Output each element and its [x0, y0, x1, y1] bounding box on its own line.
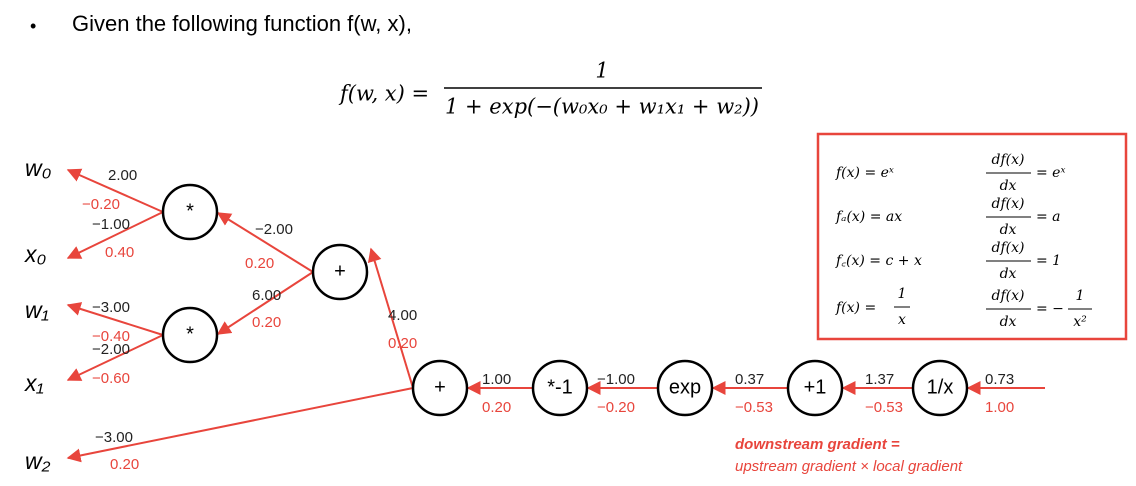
edges	[66, 168, 1045, 463]
derivative-num: df(x)	[992, 240, 1025, 256]
node-label: *	[186, 200, 194, 222]
gradient: 0.40	[105, 244, 134, 261]
derivative-rhs: = −	[1036, 301, 1064, 317]
derivative-num: df(x)	[992, 152, 1025, 168]
gradient: 0.20	[482, 399, 511, 416]
node	[911, 359, 969, 417]
derivative-den: dx	[1000, 314, 1017, 330]
node-label: 1/x	[927, 376, 954, 398]
nodes: * * + + *-1 exp +1 1/x	[161, 183, 969, 417]
node	[161, 183, 219, 241]
forward-value: 0.73	[985, 371, 1014, 388]
edge	[66, 387, 414, 463]
forward-value: 6.00	[252, 287, 281, 304]
node	[656, 359, 714, 417]
node	[531, 359, 589, 417]
input-label: x₀	[24, 241, 47, 267]
derivative-den: dx	[1000, 178, 1017, 194]
derivative-num: df(x)	[992, 196, 1025, 212]
input-label: w₀	[25, 155, 52, 181]
input-label: w₂	[25, 448, 51, 474]
forward-value: −3.00	[95, 429, 133, 446]
gradient: −0.53	[735, 399, 773, 416]
node-label: +	[334, 260, 346, 282]
forward-value: 2.00	[108, 167, 137, 184]
node	[161, 306, 219, 364]
edge	[66, 168, 164, 213]
node-label: *-1	[547, 376, 573, 398]
forward-value: −2.00	[92, 341, 130, 358]
gradient: 0.20	[245, 255, 274, 272]
derivative-lhs: f(x) = eˣ	[835, 165, 894, 181]
gradient: −0.40	[92, 328, 130, 345]
formula-denominator: 1 + exp(−(w₀x₀ + w₁x₁ + w₂))	[445, 95, 759, 119]
derivative-box: f(x) = eˣ df(x) dx = eˣ fₐ(x) = ax df(x)…	[816, 132, 1128, 341]
derivative-lhs: f(x) =	[835, 300, 876, 316]
gradient: −0.20	[82, 196, 120, 213]
derivative-lhs-num: 1	[898, 286, 907, 302]
node	[311, 243, 369, 301]
caption: downstream gradient =	[735, 436, 900, 453]
derivative-lhs: f꜀(x) = c + x	[835, 253, 922, 269]
node	[786, 359, 844, 417]
derivative-rhs: = a	[1036, 209, 1061, 225]
node-label: +1	[804, 376, 827, 398]
node	[411, 359, 469, 417]
gradient: −0.53	[865, 399, 903, 416]
derivative-num: df(x)	[992, 288, 1025, 304]
derivative-lhs-den: x	[898, 312, 906, 328]
gradient: 0.20	[110, 456, 139, 473]
derivative-rhs: = eˣ	[1036, 165, 1065, 181]
forward-value: −1.00	[597, 371, 635, 388]
forward-value: −3.00	[92, 299, 130, 316]
forward-value: 1.00	[482, 371, 511, 388]
input-label: w₁	[25, 297, 49, 323]
gradient: 0.20	[252, 314, 281, 331]
bullet: •	[30, 16, 36, 36]
forward-value: 0.37	[735, 371, 764, 388]
edge	[367, 247, 414, 389]
edge	[216, 212, 314, 273]
edge	[66, 302, 164, 336]
box-border	[816, 132, 1128, 341]
forward-value: 4.00	[388, 307, 417, 324]
derivative-rhs-num: 1	[1076, 288, 1085, 304]
derivative-rhs: = 1	[1036, 253, 1061, 269]
derivative-lhs: fₐ(x) = ax	[835, 209, 902, 225]
derivative-den: dx	[1000, 266, 1017, 282]
node-label: +	[434, 376, 446, 398]
forward-value: −1.00	[92, 216, 130, 233]
edge	[216, 271, 314, 335]
node-label: *	[186, 323, 194, 345]
derivative-rhs-den: x²	[1073, 314, 1087, 330]
formula-numerator: 1	[595, 59, 608, 83]
node-label: exp	[669, 376, 701, 398]
gradient: −0.60	[92, 370, 130, 387]
inputs: w₀ x₀ w₁ x₁ w₂	[24, 155, 52, 474]
derivative-den: dx	[1000, 222, 1017, 238]
edge	[66, 334, 164, 381]
gradient: 0.20	[388, 335, 417, 352]
forward-value: 1.37	[865, 371, 894, 388]
header-text: Given the following function f(w, x),	[72, 11, 412, 36]
gradient: −0.20	[597, 399, 635, 416]
gradient: 1.00	[985, 399, 1014, 416]
edge	[66, 211, 164, 259]
edge-labels: 2.00 −0.20 −1.00 0.40 −3.00 −0.40 −2.00 …	[82, 167, 1014, 473]
forward-value: −2.00	[255, 221, 293, 238]
formula-lhs: f(w, x) =	[338, 82, 429, 106]
caption: upstream gradient × local gradient	[735, 458, 963, 475]
input-label: x₁	[24, 370, 44, 396]
